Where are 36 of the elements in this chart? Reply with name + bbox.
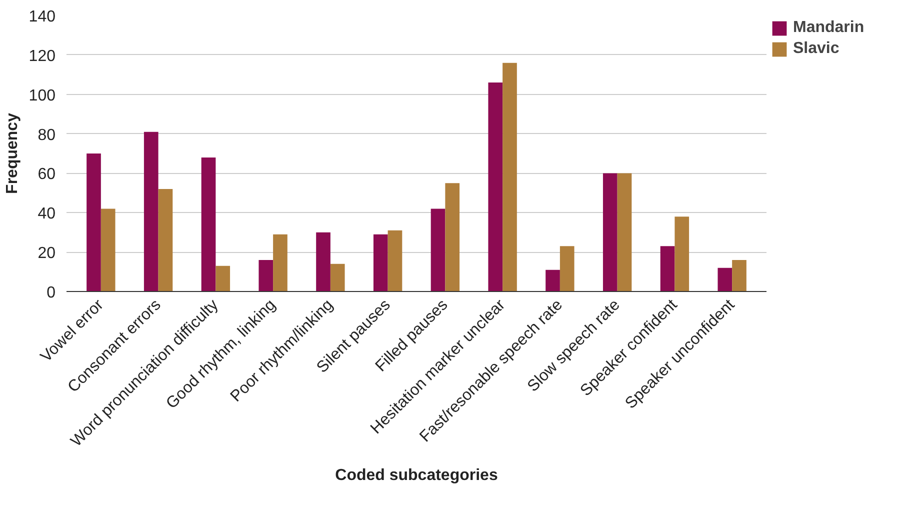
bar — [488, 82, 503, 292]
bar — [86, 154, 101, 292]
bar — [273, 234, 288, 292]
bar — [388, 230, 402, 292]
bar — [445, 183, 460, 292]
bar — [732, 260, 746, 292]
bar — [100, 208, 116, 292]
bar — [602, 173, 618, 292]
bar — [330, 264, 345, 292]
bar — [201, 157, 216, 292]
bar — [718, 268, 732, 292]
y-tick-label: 40 — [38, 206, 56, 223]
bar — [144, 132, 158, 292]
bar — [502, 62, 517, 292]
y-tick-label: 0 — [46, 284, 56, 302]
bar — [216, 266, 230, 292]
y-tick-label: 120 — [28, 48, 56, 65]
legend-label: Slavic — [793, 40, 840, 58]
bar — [674, 216, 690, 292]
bar — [430, 208, 446, 292]
y-tick-label: 60 — [38, 166, 56, 184]
legend-label: Mandarin — [793, 19, 864, 37]
bar — [373, 234, 388, 292]
bar — [158, 188, 173, 292]
bar — [617, 173, 632, 292]
y-tick-label: 100 — [28, 87, 56, 104]
bar — [560, 246, 574, 292]
y-tick-label: 140 — [28, 8, 56, 26]
y-axis-title: Frequency — [4, 112, 21, 194]
bar — [316, 232, 330, 292]
bar — [546, 270, 560, 292]
bar — [660, 246, 675, 292]
x-axis-title: Coded subcategories — [335, 467, 498, 484]
bar — [258, 260, 274, 292]
y-tick-label: 80 — [38, 126, 56, 144]
y-tick-label: 20 — [38, 245, 56, 262]
